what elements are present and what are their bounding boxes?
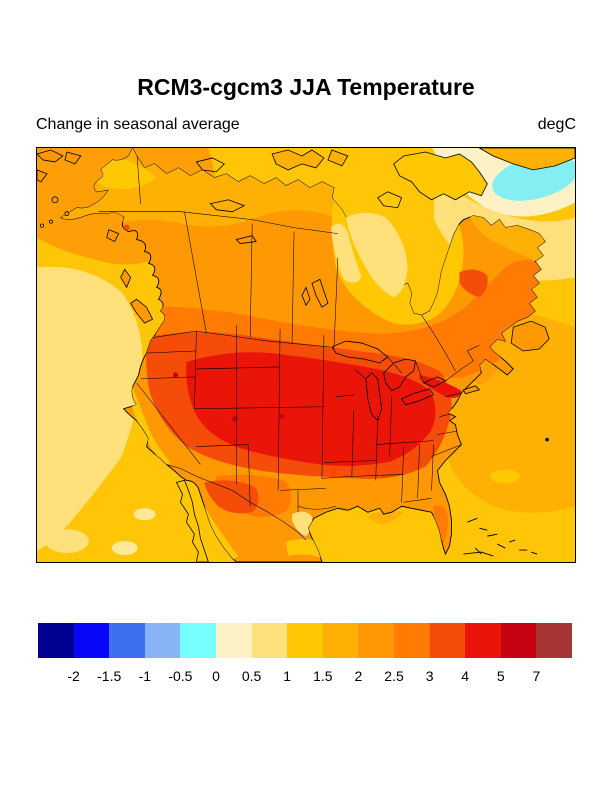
lake-great-bear: [195, 157, 225, 173]
colorbar-tick-label: 4: [461, 668, 470, 684]
siberia-corner: [37, 149, 64, 163]
colorbar-cell-8: [322, 623, 359, 658]
lake-athabasca: [235, 235, 257, 244]
island-baja-california: [175, 479, 209, 562]
island-southampton: [377, 191, 403, 209]
colorbar-tick-label: -1.5: [97, 668, 122, 684]
border-us-canada: [142, 330, 330, 348]
siberia-corner-2: [64, 151, 82, 165]
colorbar-cell-3: [144, 623, 181, 658]
island-vancouver: [130, 298, 154, 324]
chart-subtitle: Change in seasonal average: [36, 116, 240, 133]
lake-winnipegosis: [301, 286, 311, 307]
colorbar-tick-label: 3: [425, 668, 434, 684]
subtitle-row: Change in seasonal average degC: [36, 116, 576, 138]
colorbar-cell-2: [109, 623, 145, 658]
colorbar-cell-12: [465, 623, 501, 658]
island-aleutian-1: [48, 219, 53, 224]
island-st-lawrence: [51, 196, 59, 204]
lake-michigan: [365, 372, 383, 422]
colorbar-tick-label: 2: [354, 668, 363, 684]
siberia-corner-3: [37, 169, 48, 183]
islands: [37, 148, 575, 562]
island-kodiak: [106, 229, 120, 243]
colorbar-cell-10: [393, 623, 430, 658]
colorbar-tick-label: -1: [138, 668, 152, 684]
lake-winnipeg: [311, 278, 329, 308]
island-arctic-small: [327, 149, 349, 167]
island-bermuda: [545, 437, 549, 442]
island-aleutian-2: [39, 223, 44, 228]
island-pribilof: [64, 211, 70, 217]
colorbar-cell-7: [287, 623, 323, 658]
colorbar-cell-14: [536, 623, 572, 658]
colorbar-tick-label: 1: [283, 668, 292, 684]
colorbar-cell-5: [215, 623, 252, 658]
colorbar-cell-4: [180, 623, 216, 658]
island-newfoundland: [510, 320, 550, 352]
island-haida-gwaii: [120, 268, 132, 289]
colorbar-cell-13: [500, 623, 537, 658]
colorbar-cell-1: [73, 623, 110, 658]
colorbar-tick-label: -0.5: [168, 668, 193, 684]
units-label: degC: [537, 116, 576, 133]
hudson-bay-pale-water: [345, 212, 408, 298]
lake-erie: [401, 388, 435, 406]
colorbar-tick-label: 1.5: [313, 668, 333, 684]
bahamas-cuba-coastlines: [463, 517, 538, 557]
colorbar-tick-label: 0: [212, 668, 220, 684]
political-borders: [98, 149, 480, 541]
map-panel: [36, 147, 576, 563]
greenland-coast: [478, 148, 575, 171]
colorbar: [38, 623, 572, 658]
map-svg: [37, 148, 575, 562]
lake-great-slave: [209, 199, 246, 213]
lake-superior: [331, 340, 389, 364]
island-long-island: [462, 385, 481, 395]
lake-huron: [383, 358, 417, 392]
colorbar-cell-11: [429, 623, 466, 658]
colorbar-cell-9: [358, 623, 394, 658]
island-victoria: [271, 149, 325, 171]
colorbar-tick-label: 0.5: [241, 668, 262, 684]
colorbar-tick-label: 7: [532, 668, 541, 684]
colorbar-tick-label: 2.5: [384, 668, 404, 684]
colorbar-tick-labels: -2 -1.5 -1 -0.5 0 0.5 1 1.5 2 2.5 3 4 5 7: [38, 668, 572, 688]
colorbar-tick-label: 5: [496, 668, 505, 684]
chart-title: RCM3-cgcm3 JJA Temperature: [137, 74, 475, 100]
colorbar-cell-6: [251, 623, 288, 658]
colorbar-cell-0: [38, 623, 74, 658]
colorbar-tick-label: -2: [67, 668, 80, 684]
island-baffin: [393, 151, 488, 201]
